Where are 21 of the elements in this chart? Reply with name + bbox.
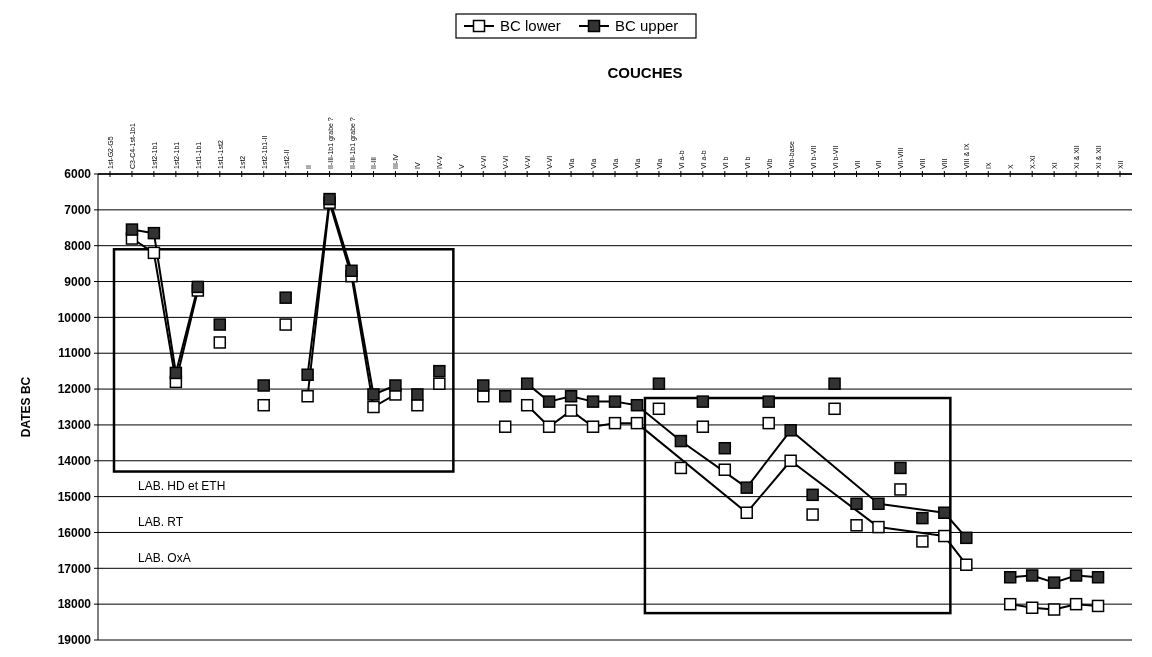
annotation: LAB. OxA — [137, 551, 191, 566]
y-tick-label: 18000 — [57, 597, 92, 612]
annotation: LAB. HD et ETH — [137, 479, 226, 494]
y-tick-label: 14000 — [57, 453, 92, 468]
y-axis-title: DATES BC — [19, 376, 33, 438]
y-tick-label: 15000 — [57, 489, 92, 504]
y-tick-label: 16000 — [57, 525, 92, 540]
y-tick-label: 8000 — [64, 238, 92, 253]
y-tick-label: 7000 — [64, 203, 92, 218]
annotation: LAB. RT — [137, 515, 184, 530]
y-tick-label: 9000 — [64, 274, 92, 289]
y-tick-label: 11000 — [58, 346, 92, 361]
y-tick-label: 10000 — [57, 310, 92, 325]
y-tick-label: 19000 — [57, 633, 92, 648]
y-tick-label: 13000 — [57, 418, 92, 433]
y-tick-label: 12000 — [57, 382, 92, 397]
y-tick-label: 17000 — [57, 561, 92, 576]
y-tick-label: 6000 — [64, 167, 92, 182]
legend-label: BC lower — [500, 17, 561, 34]
chart-title: COUCHES — [607, 64, 683, 81]
legend-label: BC upper — [615, 17, 679, 34]
